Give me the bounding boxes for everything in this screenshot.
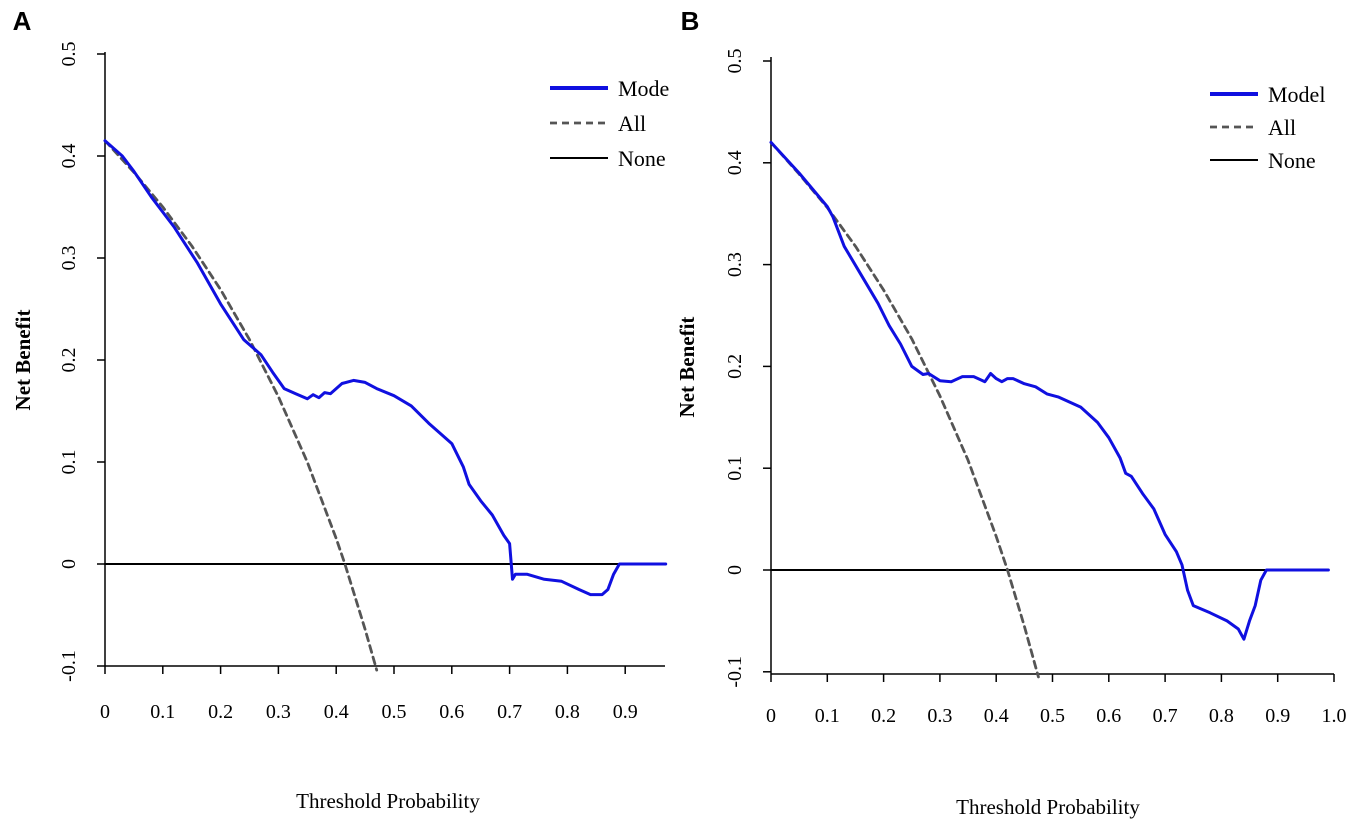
x-tick-label-a-0: 0 (100, 701, 110, 723)
x-tick-label-a-0-9: 0.9 (613, 701, 638, 723)
series-line-b-model (769, 140, 1330, 641)
y-tick-label-b-0-2: 0.2 (724, 354, 746, 379)
x-tick-label-a-0-6: 0.6 (439, 701, 464, 723)
x-tick-label-a-0-1: 0.1 (150, 701, 175, 723)
y-tick-label-b-0-1: 0.1 (724, 456, 746, 481)
legend-b: Model All None (1210, 82, 1325, 173)
y-tick-label-b-0-4: 0.4 (724, 150, 746, 175)
x-axis-title-a: Threshold Probability (296, 789, 480, 813)
legend-label-b-model: Model (1268, 82, 1325, 107)
x-tick-label-b-0-7: 0.7 (1153, 705, 1178, 727)
y-axis-title-a: Net Benefit (11, 310, 35, 411)
y-tick-label-a-0-1: 0.1 (58, 450, 80, 475)
x-axis-title-b: Threshold Probability (956, 795, 1140, 819)
x-tick-label-b-0-3: 0.3 (927, 705, 952, 727)
y-tick-label-a-0: 0 (58, 559, 80, 569)
y-tick-label-a-0-5: 0.5 (58, 42, 80, 67)
x-tick-label-b-0-6: 0.6 (1096, 705, 1121, 727)
x-tick-label-b-0-4: 0.4 (984, 705, 1009, 727)
x-tick-label-b-0-8: 0.8 (1209, 705, 1234, 727)
legend-label-b-all: All (1268, 115, 1296, 140)
series-line-a-mode (103, 139, 668, 597)
x-tick-label-a-0-5: 0.5 (382, 701, 407, 723)
x-tick-label-b-0-1: 0.1 (815, 705, 840, 727)
x-tick-label-b-1-0: 1.0 (1322, 705, 1347, 727)
y-tick-label-a-0-3: 0.3 (58, 246, 80, 271)
panel-letter-a: A (13, 6, 32, 36)
x-tick-label-b-0: 0 (766, 705, 776, 727)
x-tick-label-a-0-3: 0.3 (266, 701, 291, 723)
x-tick-label-b-0-9: 0.9 (1265, 705, 1290, 727)
legend-label-a-mode: Mode (618, 76, 669, 101)
y-tick-label-b-0-1: -0.1 (724, 656, 746, 688)
x-tick-label-b-0-5: 0.5 (1040, 705, 1065, 727)
series-line-a-all (103, 139, 379, 672)
legend-label-a-none: None (618, 146, 666, 171)
legend-label-a-all: All (618, 111, 646, 136)
series-line-b-all (769, 140, 1040, 679)
y-tick-label-a-0-1: -0.1 (58, 650, 80, 682)
y-tick-label-a-0-4: 0.4 (58, 144, 80, 169)
y-tick-label-b-0-5: 0.5 (724, 49, 746, 74)
x-tick-label-b-0-2: 0.2 (871, 705, 896, 727)
legend-a: Mode All None (550, 76, 669, 171)
legend-label-b-none: None (1268, 148, 1316, 173)
y-tick-label-b-0: 0 (724, 565, 746, 575)
x-tick-label-a-0-7: 0.7 (497, 701, 522, 723)
x-tick-label-a-0-8: 0.8 (555, 701, 580, 723)
y-tick-label-a-0-2: 0.2 (58, 348, 80, 373)
chart-panel-a: A -0.1 0 0.1 0.2 0.3 0.4 0.5 0 0.1 0.2 0.3 0.4 0.5 0.6… (11, 6, 669, 813)
panel-letter-b: B (681, 6, 700, 36)
x-tick-label-a-0-4: 0.4 (324, 701, 349, 723)
chart-panel-b: B -0.1 0 0.1 0.2 0.3 0.4 0.5 0 0.1 0.2 0.3 0.4 0.5 0.6… (675, 6, 1347, 819)
y-axis-title-b: Net Benefit (675, 317, 699, 418)
x-tick-label-a-0-2: 0.2 (208, 701, 233, 723)
y-tick-label-b-0-3: 0.3 (724, 252, 746, 277)
